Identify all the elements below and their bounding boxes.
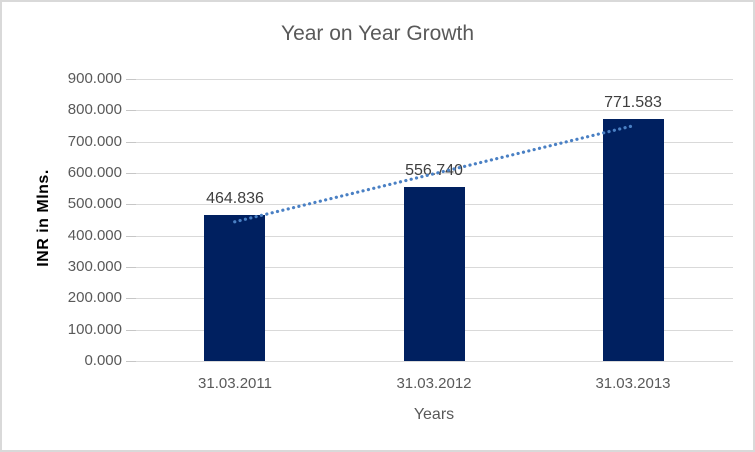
- bar: [404, 187, 465, 361]
- x-tick-label: 31.03.2012: [396, 375, 472, 392]
- x-tick-label: 31.03.2013: [595, 375, 671, 392]
- y-tick-label: 300.000: [67, 258, 122, 275]
- y-tick-mark: [126, 79, 136, 80]
- y-tick-label: 500.000: [67, 195, 122, 212]
- gridline: [135, 361, 733, 362]
- y-tick-label: 800.000: [67, 101, 122, 118]
- bar-data-label: 556.740: [405, 162, 463, 179]
- y-axis-title: INR in Mlns.: [35, 169, 52, 267]
- y-tick-label: 600.000: [67, 164, 122, 181]
- gridline: [135, 110, 733, 111]
- bar: [603, 119, 664, 361]
- y-tick-mark: [126, 110, 136, 111]
- gridline: [135, 79, 733, 80]
- chart-title: Year on Year Growth: [280, 22, 475, 45]
- y-tick-mark: [126, 236, 136, 237]
- y-tick-mark: [126, 330, 136, 331]
- y-tick-mark: [126, 298, 136, 299]
- y-tick-mark: [126, 173, 136, 174]
- y-tick-label: 900.000: [67, 70, 122, 87]
- y-tick-mark: [126, 267, 136, 268]
- y-tick-mark: [126, 204, 136, 205]
- bar-data-label: 464.836: [206, 190, 264, 207]
- y-tick-label: 0.000: [84, 352, 122, 369]
- x-tick-label: 31.03.2011: [198, 375, 272, 392]
- bar: [204, 215, 265, 361]
- y-tick-mark: [126, 142, 136, 143]
- y-tick-label: 200.000: [67, 289, 122, 306]
- x-axis-title: Years: [413, 406, 455, 423]
- y-tick-label: 100.000: [67, 321, 122, 338]
- y-tick-label: 400.000: [67, 227, 122, 244]
- y-tick-mark: [126, 361, 136, 362]
- y-tick-label: 700.000: [67, 133, 122, 150]
- bar-data-label: 771.583: [604, 94, 662, 111]
